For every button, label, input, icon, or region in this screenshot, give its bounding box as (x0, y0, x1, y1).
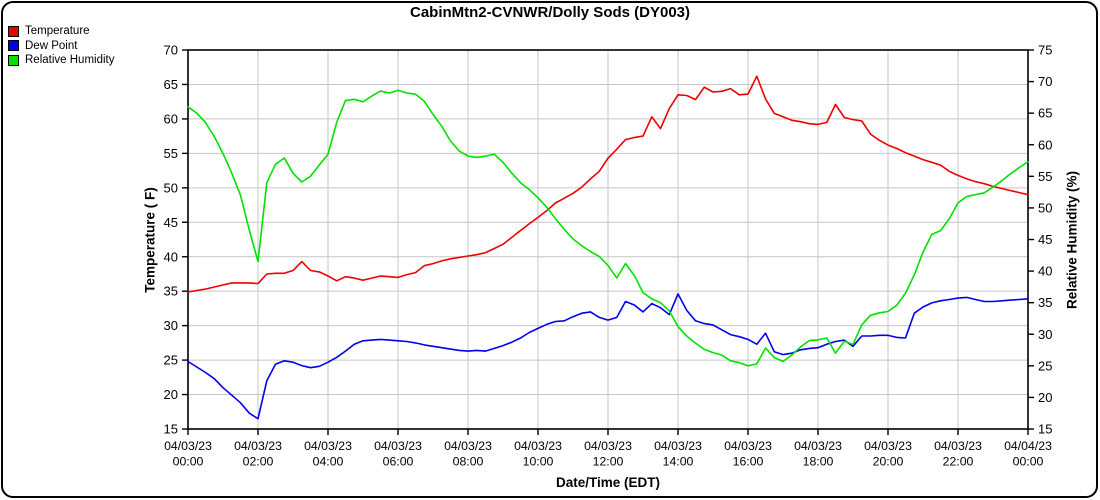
x-tick-label: 04/03/23 18:00 (794, 439, 842, 469)
x-tick-label: 04/03/23 12:00 (584, 439, 632, 469)
x-tick-label: 04/03/23 02:00 (234, 439, 282, 469)
legend-label: Dew Point (25, 39, 78, 52)
left-tick-label: 25 (164, 353, 178, 368)
left-tick-label: 35 (164, 284, 178, 299)
legend-label: Temperature (25, 25, 90, 38)
left-tick-label: 70 (164, 43, 178, 58)
right-tick-label: 50 (1038, 200, 1052, 215)
chart-title: CabinMtn2-CVNWR/Dolly Sods (DY003) (409, 4, 691, 21)
x-tick-label: 04/03/23 10:00 (514, 439, 562, 469)
series-line-temperature (187, 75, 1029, 293)
x-tick-label: 04/03/23 00:00 (164, 439, 212, 469)
x-axis-title: Date/Time (EDT) (555, 475, 661, 490)
right-tick-label: 15 (1038, 422, 1052, 437)
x-tick-label: 04/03/23 22:00 (934, 439, 982, 469)
legend-swatch (8, 40, 19, 52)
right-tick-label: 75 (1038, 43, 1052, 58)
legend: Temperature Dew Point Relative Humidity (8, 24, 114, 68)
left-tick-label: 20 (164, 387, 178, 402)
left-tick-label: 60 (164, 111, 178, 126)
right-tick-label: 55 (1038, 169, 1052, 184)
left-tick-label: 55 (164, 146, 178, 161)
right-tick-label: 70 (1038, 74, 1052, 89)
x-tick-label: 04/03/23 06:00 (374, 439, 422, 469)
left-tick-label: 50 (164, 180, 178, 195)
right-tick-label: 35 (1038, 295, 1052, 310)
legend-swatch (8, 54, 19, 66)
right-tick-label: 30 (1038, 327, 1052, 342)
series-line-dew-point (187, 293, 1029, 420)
series-line-relative-humidity (187, 89, 1029, 367)
left-tick-label: 15 (164, 422, 178, 437)
x-tick-label: 04/03/23 08:00 (444, 439, 492, 469)
x-tick-label: 04/03/23 14:00 (654, 439, 702, 469)
left-tick-label: 40 (164, 249, 178, 264)
left-tick-label: 30 (164, 318, 178, 333)
x-tick-label: 04/03/23 20:00 (864, 439, 912, 469)
left-tick-label: 45 (164, 215, 178, 230)
legend-swatch (8, 25, 19, 37)
right-tick-label: 20 (1038, 390, 1052, 405)
right-tick-label: 25 (1038, 358, 1052, 373)
x-tick-label: 04/03/23 16:00 (724, 439, 772, 469)
legend-item-relative-humidity: Relative Humidity (8, 53, 114, 68)
x-tick-label: 04/04/23 00:00 (1004, 439, 1052, 469)
right-tick-label: 40 (1038, 264, 1052, 279)
left-tick-label: 65 (164, 77, 178, 92)
right-tick-label: 45 (1038, 232, 1052, 247)
legend-item-temperature: Temperature (8, 24, 114, 39)
right-tick-label: 60 (1038, 137, 1052, 152)
legend-item-dew-point: Dew Point (8, 39, 114, 54)
legend-label: Relative Humidity (25, 54, 115, 67)
x-tick-label: 04/03/23 04:00 (304, 439, 352, 469)
right-tick-label: 65 (1038, 106, 1052, 121)
